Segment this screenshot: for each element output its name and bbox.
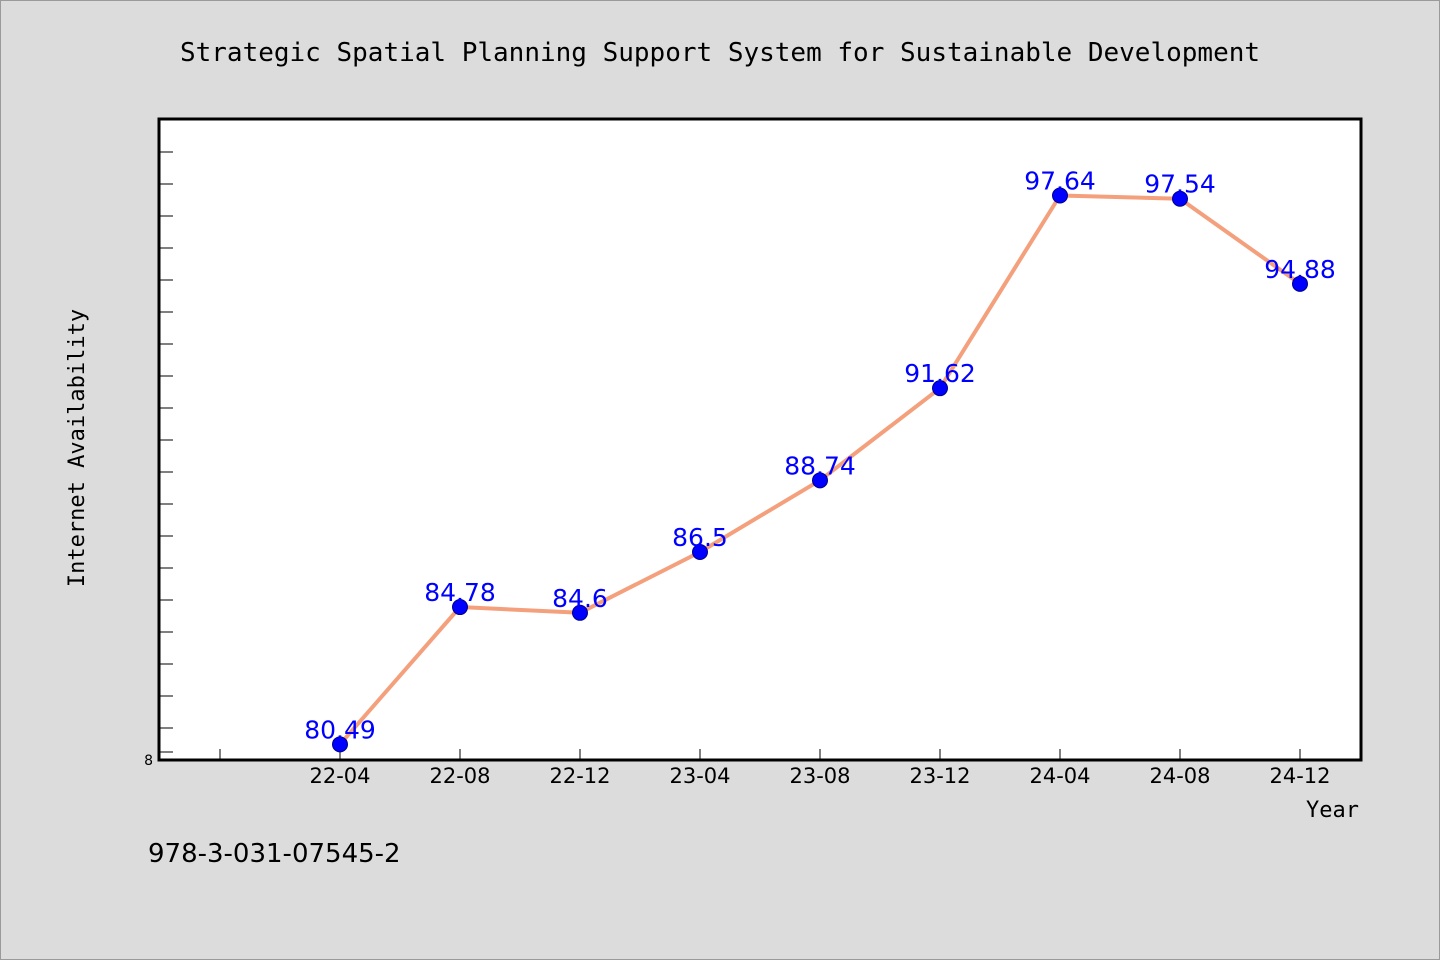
x-tick-label: 23-04 <box>669 764 730 788</box>
data-label: 84.78 <box>424 578 496 607</box>
y-tick-label: 8 <box>144 753 153 769</box>
data-point <box>1052 187 1068 204</box>
data-point <box>572 604 588 621</box>
plot-area <box>157 117 1363 762</box>
data-point <box>452 599 468 616</box>
data-label: 86.5 <box>672 523 728 552</box>
data-label: 94.88 <box>1264 255 1336 284</box>
x-tick-label: 24-04 <box>1029 764 1090 788</box>
y-axis-label: Internet Availability <box>65 309 90 587</box>
data-label: 97.64 <box>1024 167 1096 196</box>
data-point <box>1292 275 1308 292</box>
data-point <box>932 380 948 397</box>
x-tick-label: 24-08 <box>1149 764 1210 788</box>
data-point <box>692 544 708 560</box>
x-tick-label: 23-12 <box>909 764 970 788</box>
data-point <box>812 472 828 489</box>
data-label: 88.74 <box>784 451 856 480</box>
data-point <box>1172 190 1188 207</box>
x-tick-label: 22-04 <box>309 764 370 788</box>
data-label: 80.49 <box>304 715 376 744</box>
x-tick-label: 22-08 <box>429 764 490 788</box>
x-tick-label: 24-12 <box>1269 764 1330 788</box>
x-tick-label: 23-08 <box>789 764 850 788</box>
isbn-text: 978-3-031-07545-2 <box>148 839 401 869</box>
y-axis: 8 <box>144 151 173 769</box>
data-label: 97.54 <box>1144 170 1216 199</box>
x-axis: 22-04 22-08 22-12 23-04 23-08 23-12 24-04 24-08… <box>219 749 1331 788</box>
series-group: 80.49 84.78 84.6 86.5 88.74 91.62 97.64 97.54 94… <box>304 167 1336 753</box>
chart-title: Strategic Spatial Planning Support Syste… <box>180 38 1260 68</box>
data-label: 91.62 <box>904 359 976 388</box>
x-axis-label: Year <box>1306 798 1359 823</box>
x-tick-label: 22-12 <box>549 764 610 788</box>
data-point <box>332 736 348 753</box>
data-label: 84.6 <box>552 584 608 613</box>
